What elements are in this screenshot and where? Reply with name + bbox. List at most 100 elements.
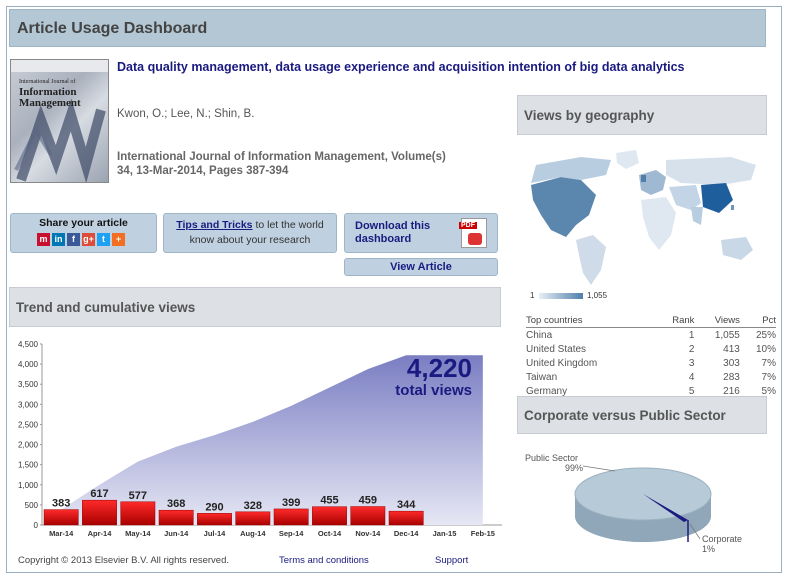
map-usa (531, 177, 596, 237)
map-china (701, 183, 733, 213)
y-tick-label: 1,500 (18, 461, 39, 470)
map-uk (641, 175, 646, 182)
tips-rest-2: know about your research (189, 234, 311, 246)
y-tick-label: 3,000 (18, 400, 39, 409)
mendeley-icon[interactable]: m (37, 233, 50, 246)
x-tick-label: Sep-14 (279, 529, 304, 538)
share-article-box: Share your article m in f g+ t + (10, 213, 157, 253)
journal-line-2: 34, 13-Mar-2014, Pages 387-394 (117, 165, 289, 177)
bar-value-label: 399 (282, 497, 300, 509)
googleplus-icon[interactable]: g+ (82, 233, 95, 246)
map-south-america (576, 235, 606, 285)
journal-cover-image[interactable]: International Journal of Information Man… (10, 59, 109, 183)
total-views-number: 4,220 (406, 353, 472, 383)
map-russia (666, 157, 756, 185)
legend-max: 1,055 (587, 291, 608, 300)
pdf-label: PDF (459, 222, 477, 229)
col-rank: Rank (654, 314, 695, 328)
bar-value-label: 328 (244, 500, 262, 512)
x-tick-label: Nov-14 (355, 529, 381, 538)
download-label: Download this dashboard (355, 220, 430, 246)
x-tick-label: Oct-14 (318, 529, 342, 538)
y-tick-label: 3,500 (18, 380, 39, 389)
trend-header-label: Trend and cumulative views (16, 300, 196, 315)
cover-art-icon (11, 60, 108, 182)
country-name: China (526, 329, 553, 341)
more-icon[interactable]: + (112, 233, 125, 246)
share-label: Share your article (39, 217, 128, 229)
country-rank: 5 (688, 385, 695, 397)
country-views: 1,055 (714, 329, 740, 341)
y-tick-label: 4,000 (18, 360, 39, 369)
table-row: United Kingdom 3 303 7% (526, 356, 776, 370)
total-views-label: total views (395, 382, 472, 399)
y-tick-label: 2,000 (18, 441, 39, 450)
map-australia (721, 237, 753, 260)
world-map[interactable] (521, 145, 766, 287)
country-rank: 4 (688, 371, 695, 383)
x-tick-label: Feb-15 (471, 529, 495, 538)
country-name: United Kingdom (526, 357, 598, 369)
country-pct: 7% (761, 371, 776, 383)
corp-label-text: Corporate (702, 534, 743, 544)
map-canada (531, 157, 611, 183)
linkedin-icon[interactable]: in (52, 233, 65, 246)
footer-support-link[interactable]: Support (435, 555, 469, 566)
map-europe (639, 170, 666, 195)
bar-value-label: 459 (359, 495, 377, 507)
article-title[interactable]: Data quality management, data usage expe… (117, 60, 685, 74)
corp-label-pct: 1% (702, 544, 716, 554)
y-tick-label: 500 (25, 501, 39, 510)
country-views: 303 (723, 357, 740, 369)
bar (197, 513, 232, 526)
footer-terms-link[interactable]: Terms and conditions (279, 555, 369, 566)
corp-header-label: Corporate versus Public Sector (524, 408, 726, 423)
map-africa (641, 197, 676, 250)
table-header-row: Top countries Rank Views Pct (526, 314, 776, 328)
country-pct: 7% (761, 357, 776, 369)
pie-public-label: Public Sector 99% (525, 453, 583, 473)
tips-text: Tips and Tricks to let the world know ab… (164, 218, 336, 248)
country-pct: 10% (755, 343, 776, 355)
table-row: United States 2 413 10% (526, 342, 776, 356)
map-greenland (616, 150, 639, 169)
pdf-icon: PDF (459, 218, 487, 248)
public-label-pct: 99% (565, 463, 584, 473)
bar (235, 511, 271, 526)
y-tick-label: 4,500 (18, 340, 39, 349)
cumulative-area (61, 355, 483, 525)
article-authors: Kwon, O.; Lee, N.; Shin, B. (117, 108, 255, 120)
share-icons: m in f g+ t + (37, 233, 125, 246)
bar (43, 509, 79, 526)
y-tick-label: 2,500 (18, 420, 39, 429)
pie-corp-leader (689, 523, 701, 540)
download-line-2: dashboard (355, 233, 412, 245)
bar-value-label: 455 (320, 495, 338, 507)
trend-chart: 0 500 1,000 1,500 2,000 2,500 3,000 3,500 4,000 4… (18, 340, 502, 538)
x-tick-label: Jan-15 (433, 529, 457, 538)
col-country: Top countries (526, 314, 655, 328)
facebook-icon[interactable]: f (67, 233, 80, 246)
tips-link[interactable]: Tips and Tricks (176, 219, 253, 231)
country-name: United States (526, 343, 587, 355)
country-name: Taiwan (526, 371, 558, 383)
tips-box: Tips and Tricks to let the world know ab… (163, 213, 337, 253)
corp-pie-chart (574, 465, 712, 542)
cover-journal-name-2: Management (19, 97, 81, 109)
adobe-icon (468, 233, 482, 245)
download-dashboard-button[interactable]: Download this dashboard PDF (344, 213, 498, 253)
article-journal: International Journal of Information Man… (117, 150, 507, 178)
view-article-button[interactable]: View Article (344, 258, 498, 276)
table-row: China 1 1,055 25% (526, 328, 776, 343)
journal-line-1: International Journal of Information Man… (117, 151, 446, 163)
bar (350, 506, 386, 526)
x-tick-label: May-14 (125, 529, 151, 538)
x-tick-label: Jun-14 (164, 529, 189, 538)
bar (120, 501, 156, 526)
pie-slice-corporate (643, 494, 688, 522)
twitter-icon[interactable]: t (97, 233, 110, 246)
x-tick-label: Mar-14 (49, 529, 74, 538)
bar (82, 499, 117, 526)
cover-journal-name-1: Information (19, 86, 77, 98)
country-pct: 25% (755, 329, 776, 341)
